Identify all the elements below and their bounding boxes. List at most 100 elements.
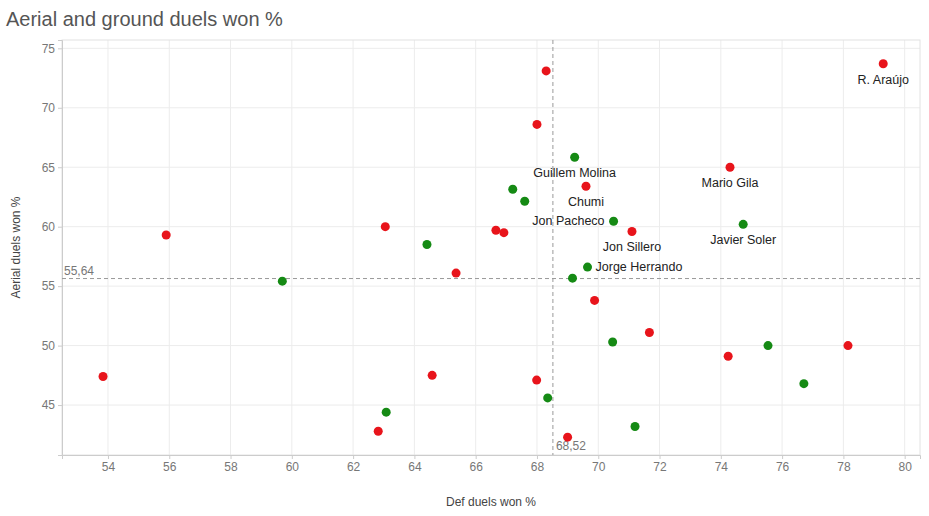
x-tick-label: 58	[224, 460, 238, 474]
y-tick-mark	[58, 346, 62, 347]
grid-line-x	[904, 40, 905, 455]
reference-line-y	[62, 278, 920, 279]
point-label: Chumi	[568, 195, 604, 209]
point	[520, 197, 529, 206]
point	[583, 263, 592, 272]
point-label: Jon Pacheco	[532, 214, 604, 228]
y-tick: 45	[42, 398, 62, 412]
y-axis-title: Aerial duels won %	[9, 196, 23, 298]
point	[843, 341, 852, 350]
grid-line-x	[475, 40, 476, 455]
point	[568, 274, 577, 283]
x-tick-label: 54	[102, 460, 116, 474]
x-tick-mark	[108, 455, 109, 459]
grid-line-x	[230, 40, 231, 455]
x-axis: 5456586062646668707274767880	[63, 455, 921, 474]
x-tick: 60	[286, 455, 300, 474]
grid-line-x	[536, 40, 537, 455]
point	[627, 227, 636, 236]
x-tick: 80	[898, 455, 912, 474]
x-tick-mark	[169, 455, 170, 459]
point	[491, 226, 500, 235]
point	[570, 153, 579, 162]
point	[563, 433, 572, 442]
x-tick-mark	[660, 455, 661, 459]
x-tick-mark	[598, 455, 599, 459]
x-tick-mark	[414, 455, 415, 459]
point	[581, 182, 590, 191]
point	[799, 379, 808, 388]
x-tick: 64	[408, 455, 422, 474]
point	[609, 217, 618, 226]
point-label: Jon Sillero	[603, 240, 661, 254]
y-tick: 75	[42, 42, 62, 56]
grid-line-y	[62, 405, 920, 406]
point	[99, 372, 108, 381]
grid-line-y	[62, 286, 920, 287]
point	[508, 185, 517, 194]
point	[422, 240, 431, 249]
point-labels: R. AraújoMario GilaChumiJon SilleroGuill…	[532, 73, 909, 274]
y-tick: 50	[42, 339, 62, 353]
x-tick: 58	[224, 455, 238, 474]
y-axis-line	[58, 41, 63, 456]
x-tick-mark	[537, 455, 538, 459]
y-tick-mark	[58, 286, 62, 287]
x-tick-mark	[843, 455, 844, 459]
y-tick: 70	[42, 101, 62, 115]
x-tick-label: 66	[469, 460, 483, 474]
y-tick-mark	[58, 167, 62, 168]
point	[532, 376, 541, 385]
x-tick: 70	[592, 455, 606, 474]
y-tick-label: 60	[42, 220, 56, 234]
point	[608, 338, 617, 347]
y-tick-mark	[58, 227, 62, 228]
point	[739, 220, 748, 229]
point	[726, 163, 735, 172]
x-tick-mark	[721, 455, 722, 459]
y-tick: 65	[42, 161, 62, 175]
x-tick: 62	[347, 455, 361, 474]
point	[532, 120, 541, 129]
x-tick-mark	[905, 455, 906, 459]
x-tick-label: 70	[592, 460, 606, 474]
x-tick: 78	[837, 455, 851, 474]
x-tick: 76	[776, 455, 790, 474]
x-tick-mark	[231, 455, 232, 459]
reference-line-x	[552, 40, 553, 455]
x-tick-label: 78	[837, 460, 851, 474]
point	[724, 352, 733, 361]
x-tick-label: 74	[715, 460, 729, 474]
point	[374, 427, 383, 436]
points	[99, 59, 888, 441]
point	[381, 222, 390, 231]
x-tick-mark	[782, 455, 783, 459]
point-label: Jorge Herrando	[596, 260, 683, 274]
point	[499, 228, 508, 237]
grid-line-y	[62, 107, 920, 108]
grid-line-x	[843, 40, 844, 455]
x-tick-label: 76	[776, 460, 790, 474]
x-tick: 72	[653, 455, 667, 474]
grid-line-y	[62, 48, 920, 49]
point-label: Mario Gila	[702, 176, 759, 190]
point	[590, 296, 599, 305]
x-tick-mark	[292, 455, 293, 459]
chart: 5456586062646668707274767880455055606570…	[0, 0, 929, 516]
reference-label-x: 68,52	[556, 439, 586, 453]
y-tick-label: 70	[42, 101, 56, 115]
grid-line-x	[107, 40, 108, 455]
grid-line-x	[414, 40, 415, 455]
plot-frame	[62, 40, 920, 455]
grid-line-x	[169, 40, 170, 455]
x-axis-title: Def duels won %	[446, 495, 536, 509]
x-tick-label: 60	[286, 460, 300, 474]
x-tick-label: 80	[898, 460, 912, 474]
point	[879, 59, 888, 68]
grid-line-x	[291, 40, 292, 455]
grid-line-x	[353, 40, 354, 455]
grid-line-x	[598, 40, 599, 455]
point	[543, 393, 552, 402]
y-tick: 55	[42, 279, 62, 293]
point	[542, 66, 551, 75]
